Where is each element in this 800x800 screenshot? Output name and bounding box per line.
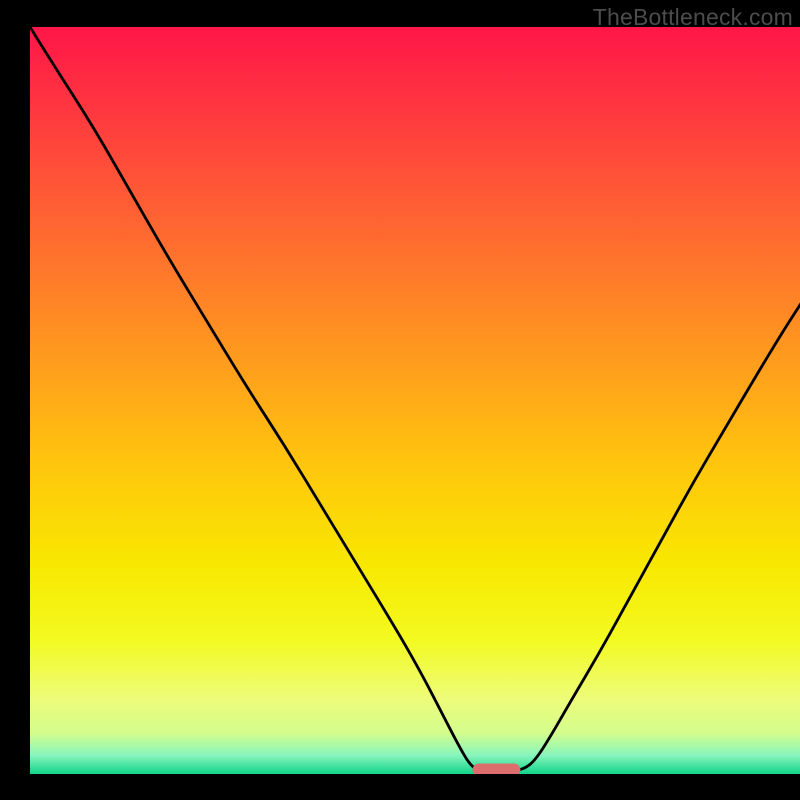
optimal-marker: [472, 764, 520, 775]
plot-area: [30, 27, 800, 774]
chart-root: TheBottleneck.com: [0, 0, 800, 800]
chart-svg: [30, 27, 800, 774]
